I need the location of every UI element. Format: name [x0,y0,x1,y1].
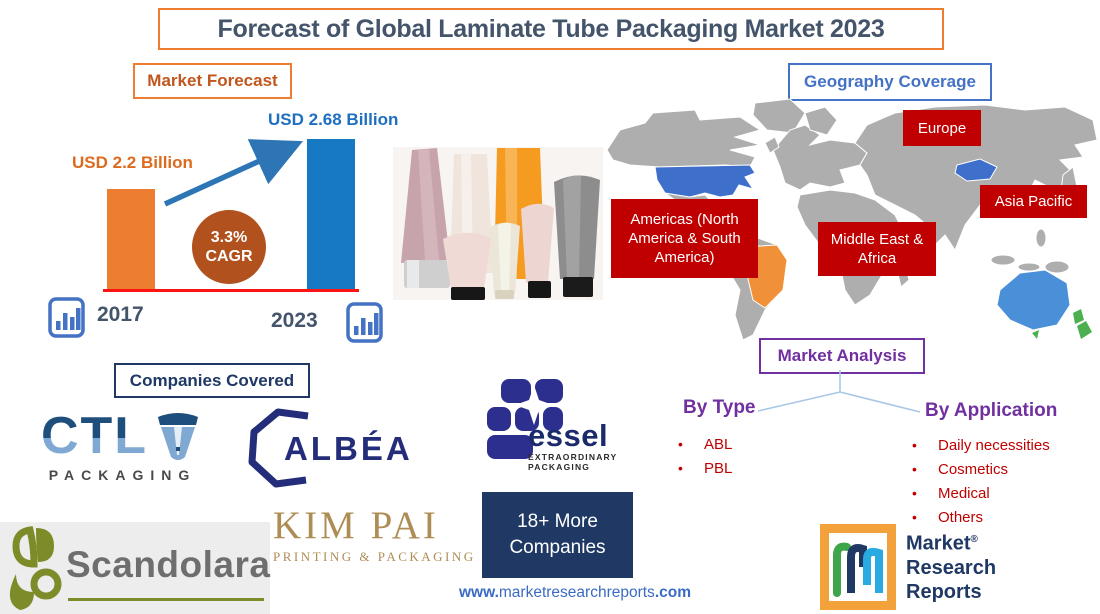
value-label-2023: USD 2.68 Billion [268,110,399,129]
bullet-icon: • [912,437,917,453]
essel-logo-subtext: EXTRAORDINARY PACKAGING [528,452,618,472]
region-label-americas: Americas (North America & South America) [611,199,758,278]
value-label-2017: USD 2.2 Billion [72,153,193,172]
map-europe [772,124,868,191]
growth-arrow-icon [163,139,304,207]
bullet-icon: • [678,460,683,476]
cagr-caption: CAGR [205,248,253,265]
bar-chart-icon [48,297,85,338]
list-item: • ABL [678,436,733,453]
companies-covered-label: Companies Covered [114,363,310,398]
map-new-guinea [1044,260,1070,274]
market-analysis-label: Market Analysis [759,338,925,374]
essel-logo-text: essel [528,418,609,453]
map-indonesia [990,254,1016,266]
tube-pink-small [521,203,554,283]
albea-logo-text: ALBÉA [284,430,413,467]
kim-pai-logo: KIM PAI PRINTING & PACKAGING [273,506,478,565]
bar-2017 [107,189,155,289]
essel-logo-icon [487,379,563,459]
ctl-packaging-logo: CTL PACKAGING [15,407,230,483]
list-item: • Daily necessities [912,437,1050,454]
region-label-middle-east-africa: Middle East & Africa [818,222,936,276]
bar-2023 [307,139,355,289]
scandolara-logo: Scandolara [0,522,270,614]
market-forecast-label: Market Forecast [133,63,292,99]
bullet-icon: • [912,485,917,501]
market-research-reports-wordmark: Market® Research Reports [906,532,997,603]
by-application-list: • Daily necessities • Cosmetics • Medical •… [912,437,1082,533]
map-tasmania [1032,330,1039,339]
laminate-tubes-image [393,147,603,300]
map-uk [764,136,780,154]
more-companies-badge: 18+ More Companies [482,492,633,578]
branch-connector-lines [757,370,921,413]
map-philippines [1035,228,1047,248]
list-item: • Medical [912,485,990,502]
list-item: • Others [912,509,984,526]
map-scandinavia [804,106,838,136]
tube-pink-front [443,232,491,289]
registered-trademark: ® [970,534,978,545]
bullet-icon: • [912,461,917,477]
cagr-badge: 3.3% CAGR [192,210,266,284]
scandolara-leaves-icon [9,526,62,610]
bullet-icon: • [912,509,917,525]
albea-logo: ALBÉA [248,408,443,488]
website-link[interactable]: www.marketresearchreports.com [458,584,691,601]
region-label-asia-pacific: Asia Pacific [980,185,1087,218]
ctl-logo-subtext: PACKAGING [48,467,197,483]
chart-baseline [103,289,359,292]
year-label-2023: 2023 [271,309,318,332]
map-new-zealand [1073,309,1092,339]
region-label-europe: Europe [903,110,981,146]
ctl-logo-text: CTL [40,407,149,465]
map-north-america [606,109,762,168]
bullet-icon: • [678,436,683,452]
market-research-reports-logo [820,524,896,610]
map-australia [996,269,1071,331]
list-item: • Cosmetics [912,461,1009,478]
page-title: Forecast of Global Laminate Tube Packagi… [217,14,885,43]
scandolara-underline [68,598,264,601]
scandolara-logo-text: Scandolara [66,544,271,585]
page-title-box: Forecast of Global Laminate Tube Packagi… [158,8,944,50]
ctl-tube-icon [158,413,199,460]
list-item: • PBL [678,460,733,477]
kim-pai-logo-text: KIM PAI [273,504,439,547]
map-indonesia [1017,262,1041,272]
map-usa [654,164,756,198]
bar-chart-icon [346,302,383,343]
by-application-heading: By Application [925,400,1058,421]
kim-pai-logo-subtext: PRINTING & PACKAGING [273,549,476,564]
albea-hexagon-icon [248,408,309,488]
mrr-logo-m-icon [833,542,883,597]
by-type-heading: By Type [683,397,756,418]
map-mongolia [954,158,998,182]
cagr-value: 3.3% [210,229,248,246]
geography-coverage-label: Geography Coverage [788,63,992,101]
by-type-list: • ABL • PBL [678,436,808,484]
year-label-2017: 2017 [97,303,144,326]
